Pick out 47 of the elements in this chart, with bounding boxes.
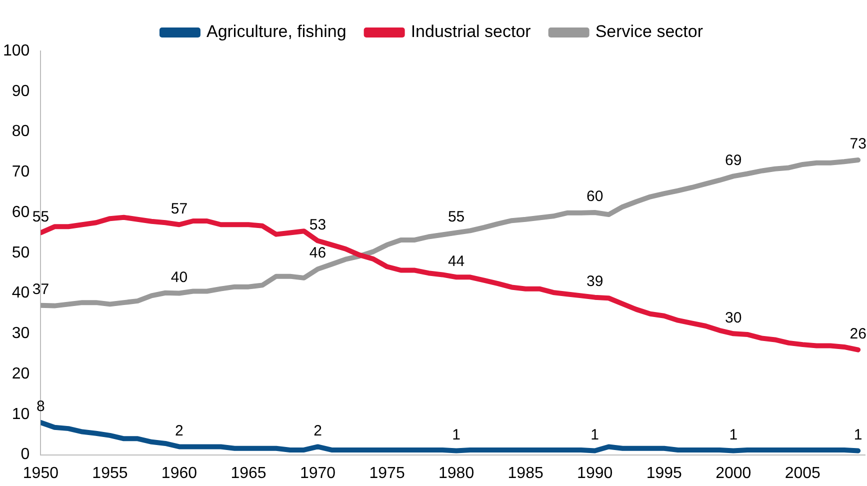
data-label: 55	[448, 208, 465, 226]
y-tick-label: 10	[12, 406, 30, 423]
y-tick-label: 30	[12, 325, 30, 342]
x-tick-label: 1960	[161, 464, 198, 482]
x-tick-label: 2000	[716, 464, 752, 482]
data-label: 1	[729, 426, 738, 444]
data-label: 26	[850, 325, 866, 342]
x-tick-label: 1965	[230, 464, 266, 482]
data-label: 46	[309, 244, 326, 262]
y-tick-label: 60	[12, 204, 30, 221]
data-label: 55	[32, 208, 50, 226]
data-label: 30	[725, 309, 742, 326]
x-tick-label: 1990	[577, 464, 613, 482]
x-tick-label: 2005	[784, 464, 821, 482]
data-label: 44	[448, 252, 465, 270]
data-label: 57	[170, 200, 188, 218]
legend-label: Agriculture, fishing	[206, 22, 346, 42]
y-tick-label: 80	[12, 123, 30, 140]
x-tick-label: 1995	[646, 464, 682, 482]
legend-label: Service sector	[595, 22, 704, 42]
x-tick-label: 1970	[300, 464, 336, 482]
data-label: 1	[590, 426, 600, 444]
data-label: 69	[725, 152, 742, 169]
legend-label: Industrial sector	[410, 22, 532, 42]
data-label: 73	[850, 136, 866, 153]
data-label: 2	[314, 422, 322, 440]
y-tick-label: 20	[12, 365, 30, 382]
data-label: 1	[854, 426, 862, 444]
x-tick-label: 1975	[369, 464, 405, 482]
data-label: 37	[32, 281, 50, 298]
data-label: 39	[586, 272, 604, 290]
data-label: 1	[452, 426, 460, 444]
y-tick-label: 90	[12, 82, 30, 100]
data-label: 60	[586, 188, 604, 206]
data-label: 53	[309, 216, 326, 234]
x-tick-label: 1950	[22, 464, 59, 482]
y-tick-label: 70	[12, 164, 30, 181]
x-tick-label: 1955	[92, 464, 128, 482]
y-tick-label: 100	[2, 42, 30, 60]
x-tick-label: 1980	[438, 464, 474, 482]
y-tick-label: 50	[12, 244, 30, 262]
y-tick-label: 40	[12, 284, 30, 302]
data-label: 2	[175, 422, 184, 440]
x-tick-label: 1985	[508, 464, 544, 482]
y-tick-label: 0	[20, 446, 30, 464]
data-label: 40	[170, 268, 188, 286]
data-label: 8	[36, 398, 45, 416]
